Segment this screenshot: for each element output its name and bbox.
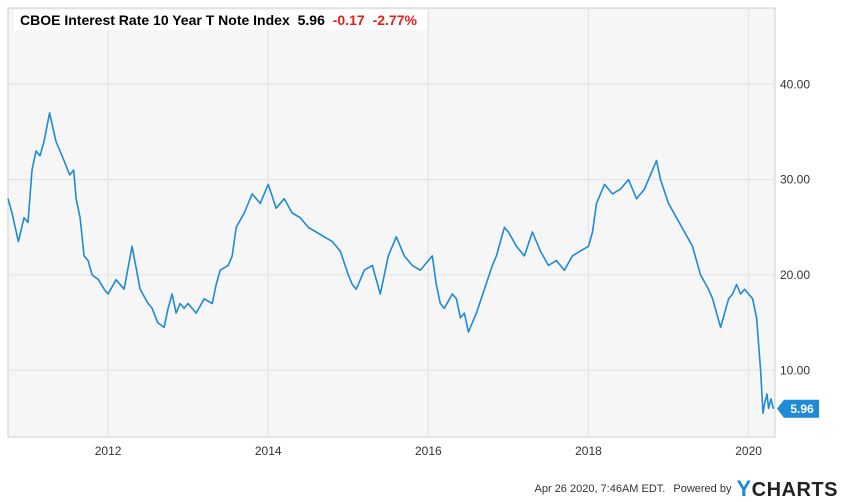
ycharts-logo[interactable]: Y CHARTS xyxy=(736,476,838,502)
x-tick-label: 2018 xyxy=(575,444,602,458)
legend-value: 5.96 xyxy=(297,12,325,28)
legend-change: -0.17 xyxy=(332,12,365,28)
plot-area xyxy=(7,7,776,438)
legend-title: CBOE Interest Rate 10 Year T Note Index xyxy=(20,12,290,28)
plot-background xyxy=(7,7,776,438)
y-tick-label: 40.00 xyxy=(780,77,810,91)
last-value-label: 5.96 xyxy=(790,402,814,416)
chart-footer: Apr 26 2020, 7:46AM EDT. Powered by Y CH… xyxy=(535,476,838,502)
x-tick-label: 2014 xyxy=(255,444,282,458)
powered-by-label: Powered by xyxy=(673,483,732,495)
ycharts-logo-text: CHARTS xyxy=(751,479,838,501)
series-layer xyxy=(7,112,775,414)
last-value-marker: 5.96 xyxy=(777,399,819,418)
x-tick-label: 2016 xyxy=(415,444,442,458)
y-axis: 10.00 20.00 30.00 40.00 xyxy=(780,77,810,377)
chart-legend: CBOE Interest Rate 10 Year T Note Index … xyxy=(14,10,427,30)
x-axis: 2012 2014 2016 2018 2020 xyxy=(95,444,763,458)
x-tick-label: 2020 xyxy=(735,444,762,458)
last-value-tag xyxy=(777,399,819,418)
y-tick-label: 30.00 xyxy=(780,173,810,187)
x-tick-label: 2012 xyxy=(95,444,122,458)
y-tick-label: 10.00 xyxy=(780,363,810,377)
grid xyxy=(8,8,775,437)
ycharts-logo-y: Y xyxy=(736,476,752,501)
series-line xyxy=(7,112,775,414)
y-tick-label: 20.00 xyxy=(780,268,810,282)
legend-change-pct: -2.77% xyxy=(372,12,417,28)
timestamp: Apr 26 2020, 7:46AM EDT. xyxy=(534,483,666,495)
